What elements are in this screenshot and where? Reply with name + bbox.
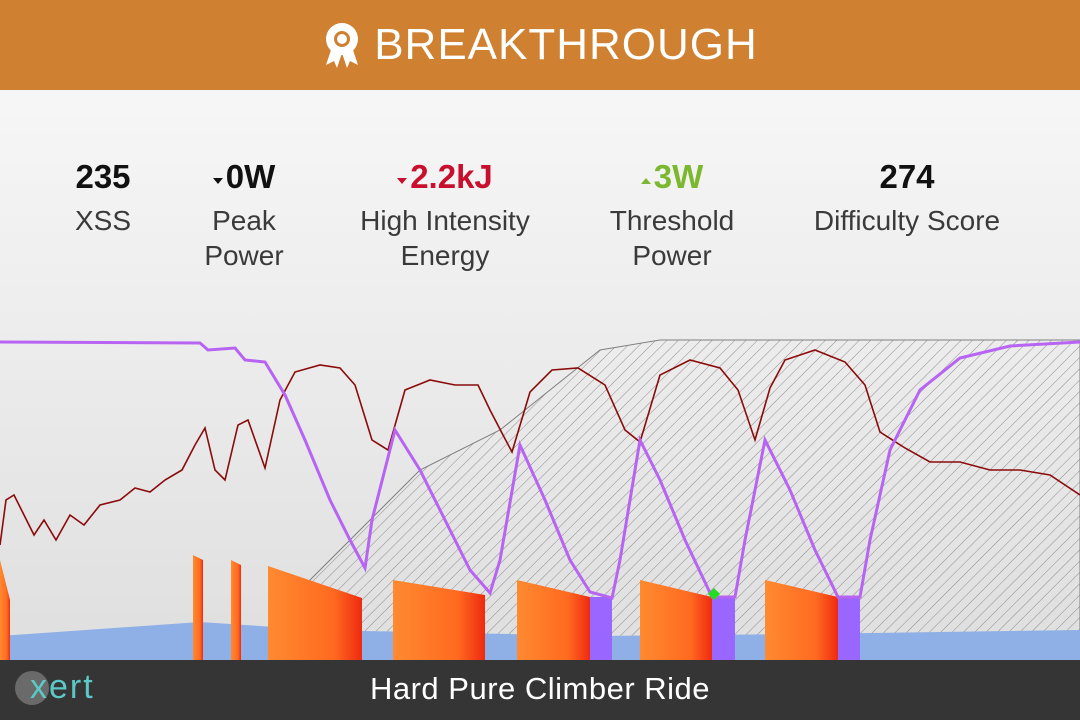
stat-value-text: 274 — [879, 158, 935, 195]
chart-graphic — [0, 339, 1080, 660]
power-line — [0, 349, 1080, 546]
current-marker — [708, 588, 720, 600]
stat-value-text: 2.2kJ — [410, 158, 493, 195]
header: BREAKTHROUGH — [0, 0, 1080, 90]
stat-value: 3W — [597, 155, 747, 199]
award-icon — [326, 23, 359, 68]
stat-value: 2.2kJ — [345, 155, 545, 199]
stat-value: 0W — [184, 155, 304, 199]
logo: xert — [14, 668, 95, 707]
stat-value-text: 0W — [225, 158, 276, 195]
stat-value: 274 — [792, 155, 1022, 199]
trend-arrow — [397, 178, 408, 184]
rest-blocks — [590, 597, 860, 660]
footer: xert Hard Pure Climber Ride — [0, 660, 1080, 720]
stat-label: Peak Power — [204, 205, 284, 271]
footer-title: Hard Pure Climber Ride — [369, 671, 711, 706]
stat-value-text: 235 — [75, 158, 131, 195]
stat-label: Difficulty Score — [813, 205, 1001, 236]
trend-arrow — [212, 178, 223, 184]
stat-value: 235 — [43, 155, 163, 199]
stats: 235 XSS 0W Peak Power 2.2kJ High Intensity En… — [0, 155, 1080, 295]
stat: 274 Difficulty Score — [792, 155, 1022, 238]
stat-label: Threshold Power — [609, 205, 735, 271]
stat-label: XSS — [74, 205, 132, 236]
stat: 0W Peak Power — [184, 155, 304, 273]
stat-label: High Intensity Energy — [360, 205, 530, 271]
logo-text: xert — [30, 668, 95, 706]
stat: 235 XSS — [43, 155, 163, 238]
reserve-line — [0, 340, 1080, 600]
stat: 3W Threshold Power — [597, 155, 747, 273]
header-title: BREAKTHROUGH — [374, 20, 758, 69]
trend-arrow — [640, 178, 651, 184]
interval-blocks — [0, 555, 838, 660]
stat: 2.2kJ High Intensity Energy — [345, 155, 545, 273]
logo-badge — [15, 670, 49, 705]
stat-value-text: 3W — [653, 158, 704, 195]
